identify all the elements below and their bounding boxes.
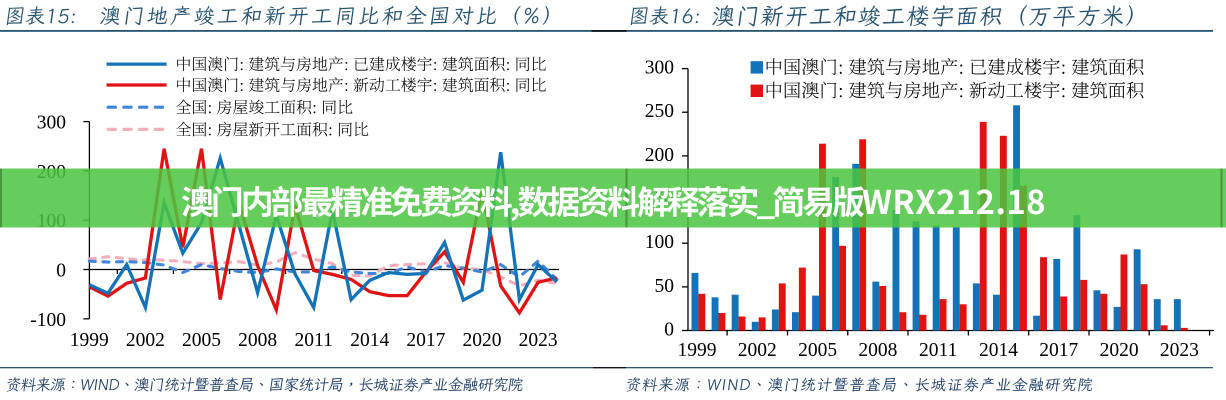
svg-text:2023: 2023 [1160, 340, 1199, 361]
svg-text:2002: 2002 [738, 340, 777, 361]
svg-text:250: 250 [645, 101, 674, 122]
svg-text:2008: 2008 [238, 330, 277, 351]
svg-text:2005: 2005 [798, 340, 837, 361]
svg-text:100: 100 [645, 232, 674, 253]
svg-text:2014: 2014 [350, 330, 389, 351]
svg-text:2023: 2023 [519, 330, 558, 351]
svg-text:2008: 2008 [858, 340, 897, 361]
svg-text:300: 300 [645, 58, 674, 79]
svg-text:2020: 2020 [1100, 340, 1139, 361]
svg-text:2017: 2017 [1039, 340, 1078, 361]
svg-text:1999: 1999 [678, 340, 717, 361]
svg-text:200: 200 [645, 145, 674, 166]
svg-text:2020: 2020 [463, 330, 502, 351]
svg-text:2011: 2011 [919, 340, 957, 361]
svg-text:2005: 2005 [182, 330, 221, 351]
svg-text:2014: 2014 [979, 340, 1018, 361]
svg-text:0: 0 [664, 320, 674, 341]
svg-text:2017: 2017 [406, 330, 445, 351]
svg-text:1999: 1999 [70, 330, 109, 351]
svg-text:-100: -100 [30, 310, 66, 331]
svg-text:300: 300 [37, 113, 66, 134]
svg-text:50: 50 [655, 276, 675, 297]
svg-text:2002: 2002 [126, 330, 165, 351]
svg-text:0: 0 [56, 261, 66, 282]
svg-text:2011: 2011 [295, 330, 333, 351]
